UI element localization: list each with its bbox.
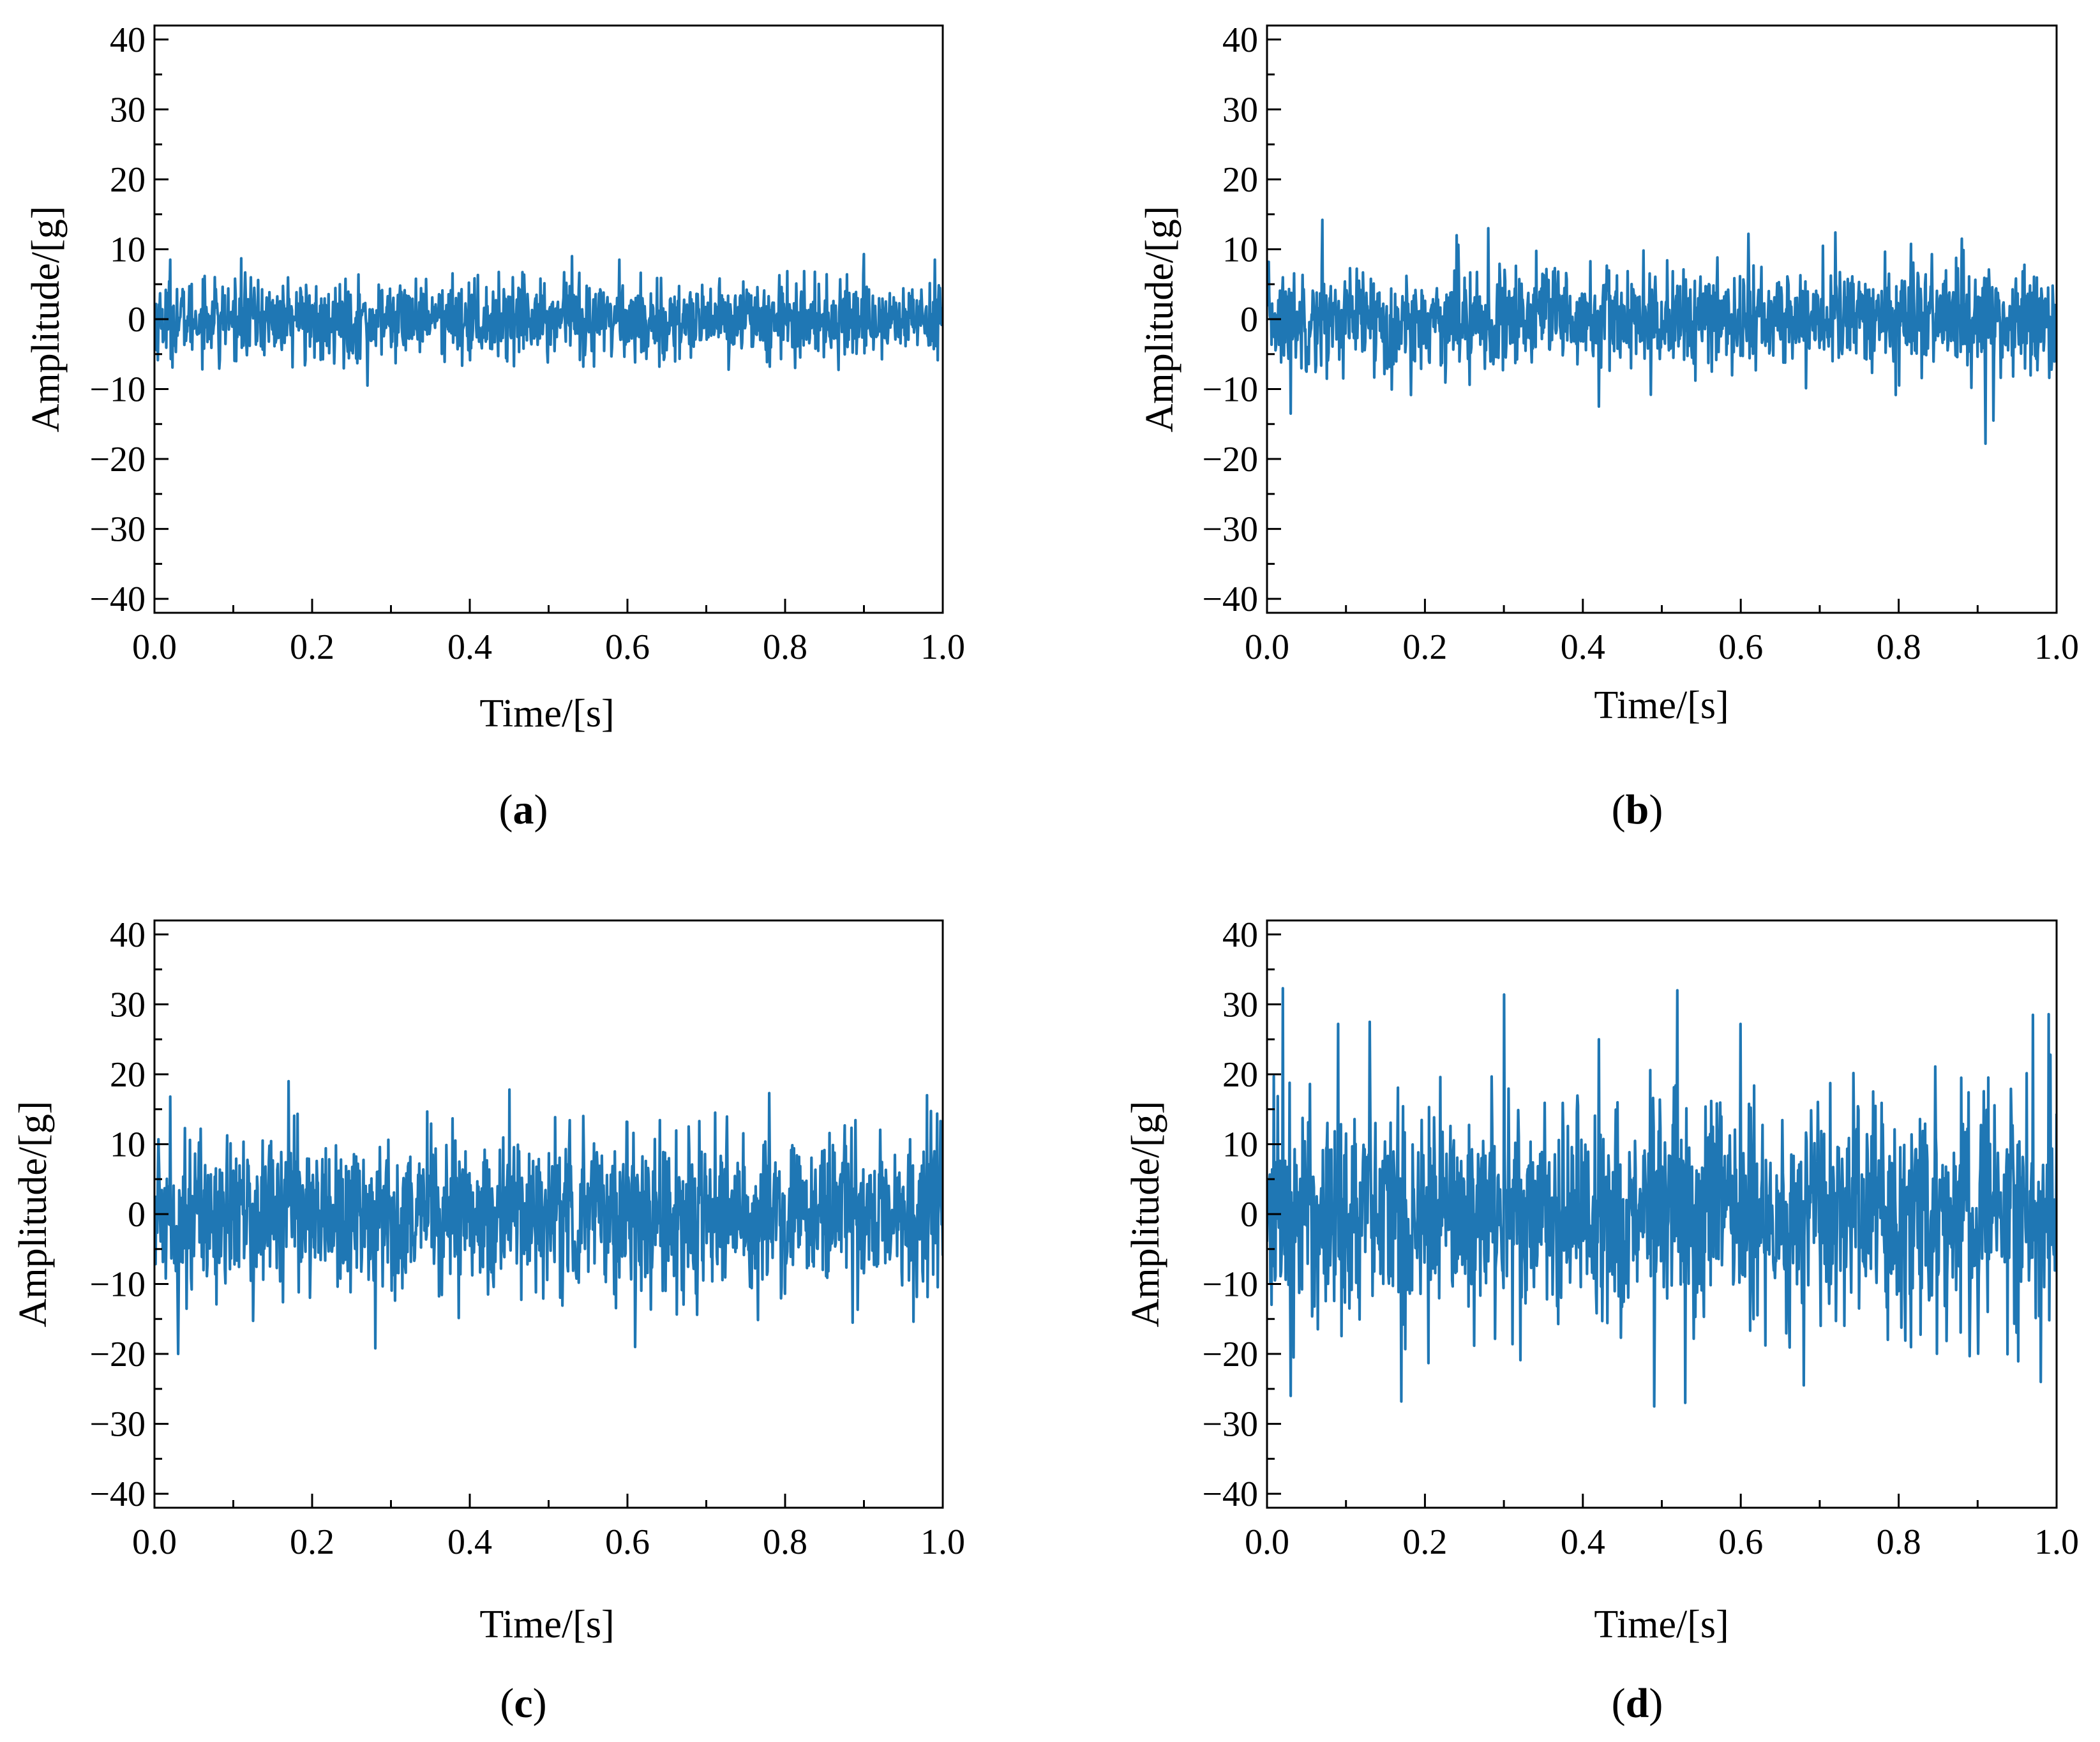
y-tick-label-d: −40 — [1202, 1475, 1258, 1514]
panel-label-close: ) — [1649, 1680, 1663, 1727]
panel-label-d: (d) — [1612, 1680, 1663, 1727]
y-tick-label-c: 30 — [110, 985, 146, 1025]
x-tick-label-b: 0.8 — [1877, 627, 1921, 667]
x-tick-label-d: 0.8 — [1877, 1522, 1921, 1562]
y-tick-label-b: 10 — [1222, 230, 1258, 269]
y-tick-label-c: −40 — [89, 1475, 146, 1514]
x-tick-label-b: 0.6 — [1718, 627, 1763, 667]
y-tick-label-a: 0 — [128, 300, 146, 340]
signal-line-a — [154, 253, 943, 387]
x-tick-label-b: 0.4 — [1561, 627, 1605, 667]
y-tick-label-b: −30 — [1202, 510, 1258, 550]
y-tick-label-d: 0 — [1240, 1195, 1258, 1235]
y-tick-label-c: −10 — [89, 1265, 146, 1305]
y-tick-label-d: −20 — [1202, 1335, 1258, 1374]
y-tick-label-d: 40 — [1222, 915, 1258, 955]
y-tick-label-b: 20 — [1222, 160, 1258, 200]
y-tick-label-c: −20 — [89, 1335, 146, 1374]
y-tick-label-d: 20 — [1222, 1055, 1258, 1095]
y-tick-label-c: 10 — [110, 1125, 146, 1164]
y-tick-label-b: −10 — [1202, 370, 1258, 410]
x-tick-label-d: 0.6 — [1718, 1522, 1763, 1562]
panel-label-close: ) — [1649, 786, 1663, 833]
x-tick-label-d: 0.2 — [1402, 1522, 1447, 1562]
y-tick-label-d: −10 — [1202, 1265, 1258, 1305]
panel-label-letter: a — [513, 786, 534, 833]
y-tick-label-d: −30 — [1202, 1405, 1258, 1445]
x-tick-label-c: 0.6 — [605, 1522, 650, 1562]
chart-panel-d: 40 30 20 10 0 −10 −20 −30 −40 0.0 0.2 0.4 0.6 0.8 1.0 T… — [1124, 915, 2079, 1727]
y-axis-title-d: Amplitude/[g] — [1124, 1101, 1167, 1328]
x-tick-label-a: 0.4 — [447, 627, 492, 667]
panel-label-c: (c) — [500, 1680, 546, 1727]
panel-label-b: (b) — [1612, 786, 1663, 833]
y-tick-label-a: 40 — [110, 20, 146, 60]
y-tick-label-d: 10 — [1222, 1125, 1258, 1164]
panel-label-open: ( — [499, 786, 513, 833]
panel-label-letter: d — [1626, 1680, 1649, 1727]
panel-label-letter: b — [1626, 786, 1649, 833]
panel-label-open: ( — [1612, 786, 1626, 833]
x-axis-title-b: Time/[s] — [1594, 684, 1729, 727]
panel-label-close: ) — [534, 786, 548, 833]
panel-label-close: ) — [533, 1680, 547, 1727]
y-tick-label-c: 0 — [128, 1195, 146, 1235]
y-axis-title-a: Amplitude/[g] — [24, 206, 68, 433]
panel-label-a: (a) — [499, 786, 548, 833]
x-tick-label-c: 0.8 — [763, 1522, 807, 1562]
x-tick-label-d: 1.0 — [2034, 1522, 2079, 1562]
y-tick-label-a: −40 — [89, 580, 146, 619]
y-tick-label-a: 10 — [110, 230, 146, 269]
x-tick-label-a: 0.0 — [132, 627, 177, 667]
x-axis-title-a: Time/[s] — [479, 692, 614, 735]
x-tick-label-c: 0.0 — [132, 1522, 177, 1562]
y-tick-label-a: −20 — [89, 440, 146, 479]
x-tick-label-c: 0.2 — [290, 1522, 334, 1562]
y-tick-label-c: −30 — [89, 1405, 146, 1445]
x-tick-label-a: 0.8 — [763, 627, 807, 667]
chart-panel-b: 40 30 20 10 0 −10 −20 −30 −40 0.0 0.2 0.4 0.6 0.8 1.0 T… — [1138, 20, 2079, 833]
signal-line-b — [1267, 218, 2057, 446]
y-tick-label-b: 0 — [1240, 300, 1258, 340]
x-tick-label-a: 1.0 — [920, 627, 965, 667]
y-tick-label-b: −40 — [1202, 580, 1258, 619]
y-tick-label-c: 40 — [110, 915, 146, 955]
x-tick-label-b: 0.0 — [1245, 627, 1289, 667]
x-axis-title-c: Time/[s] — [479, 1603, 614, 1646]
y-axis-title-b: Amplitude/[g] — [1138, 206, 1181, 433]
x-tick-label-b: 0.2 — [1402, 627, 1447, 667]
x-tick-label-c: 0.4 — [447, 1522, 492, 1562]
x-tick-label-b: 1.0 — [2034, 627, 2079, 667]
y-tick-label-d: 30 — [1222, 985, 1258, 1025]
chart-panel-a: 40 30 20 10 0 −10 −20 −30 −40 0.0 0.2 0.4 0.6 0.8 1.0 T… — [24, 20, 965, 833]
signal-line-c — [154, 1079, 943, 1356]
y-tick-label-a: 30 — [110, 90, 146, 130]
chart-panel-c: 40 30 20 10 0 −10 −20 −30 −40 0.0 0.2 0.4 0.6 0.8 1.0 T… — [11, 915, 965, 1727]
y-tick-label-a: 20 — [110, 160, 146, 200]
x-tick-label-d: 0.4 — [1561, 1522, 1605, 1562]
x-axis-title-d: Time/[s] — [1594, 1603, 1729, 1646]
x-tick-label-c: 1.0 — [920, 1522, 965, 1562]
panel-label-letter: c — [514, 1680, 532, 1727]
y-axis-title-c: Amplitude/[g] — [11, 1101, 55, 1328]
y-tick-label-b: 40 — [1222, 20, 1258, 60]
y-tick-label-a: −30 — [89, 510, 146, 550]
y-tick-label-b: 30 — [1222, 90, 1258, 130]
signal-line-d — [1267, 987, 2057, 1408]
y-tick-label-b: −20 — [1202, 440, 1258, 479]
y-tick-label-c: 20 — [110, 1055, 146, 1095]
x-tick-label-a: 0.2 — [290, 627, 334, 667]
x-tick-label-d: 0.0 — [1245, 1522, 1289, 1562]
x-tick-label-a: 0.6 — [605, 627, 650, 667]
y-tick-label-a: −10 — [89, 370, 146, 410]
panel-label-open: ( — [1612, 1680, 1626, 1727]
panel-label-open: ( — [500, 1680, 514, 1727]
